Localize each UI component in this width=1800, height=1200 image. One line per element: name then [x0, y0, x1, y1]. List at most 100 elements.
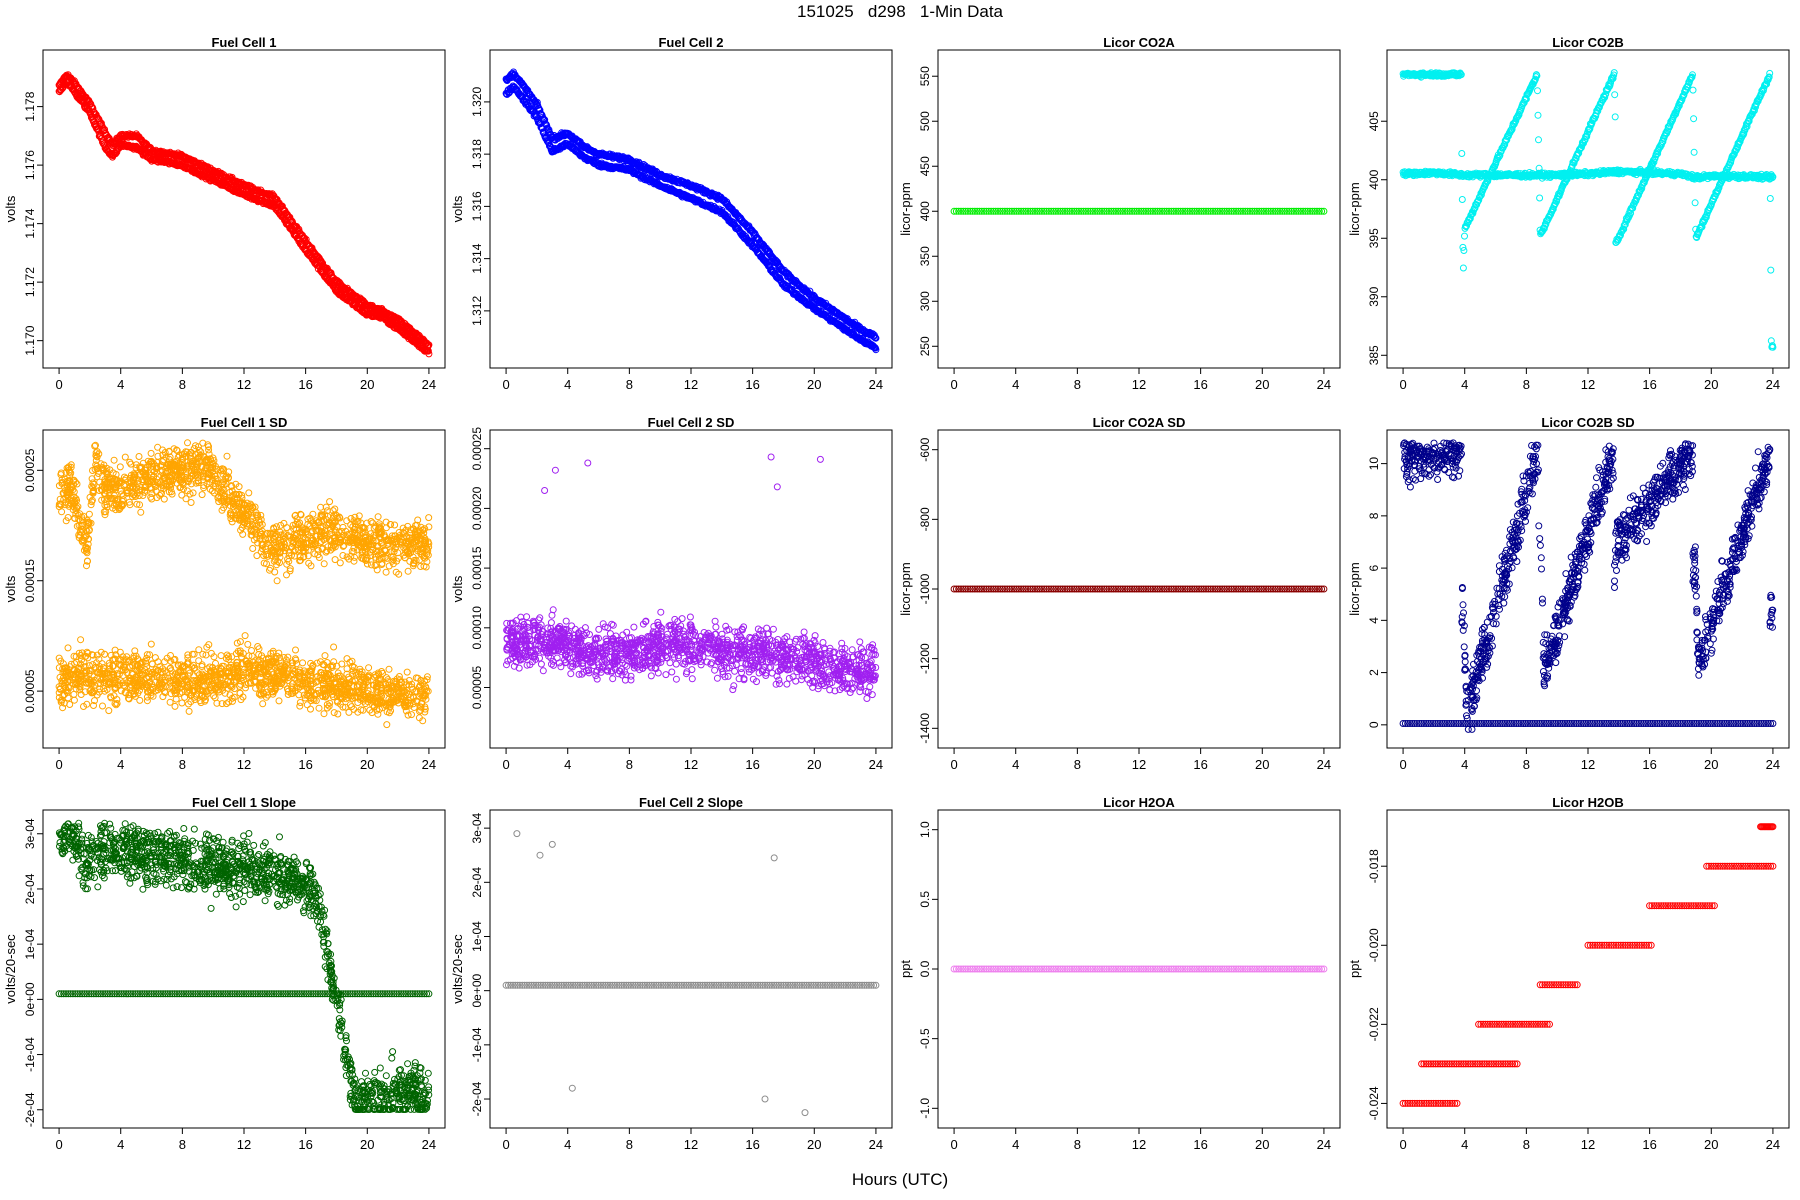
y-tick-label: 400 [918, 201, 932, 221]
y-tick-label: 1.318 [470, 139, 484, 169]
x-tick-label: 24 [1766, 377, 1780, 392]
y-tick-label: 1.178 [23, 91, 37, 121]
data-points [1399, 69, 1777, 351]
y-axis-label: volts [450, 195, 465, 222]
x-tick-label: 4 [1012, 377, 1019, 392]
x-tick-label: 8 [1074, 377, 1081, 392]
y-tick-label: 300 [918, 291, 932, 311]
chart-panel-4: Licor CO2B licor-ppm 0 4 8 12 16 20 24 385 390 395 4… [1347, 35, 1790, 392]
data-point [112, 150, 120, 158]
x-tick-label: 8 [179, 377, 186, 392]
y-tick-label: 350 [918, 246, 932, 266]
y-axis-label: volts [3, 575, 18, 602]
data-point [1461, 232, 1468, 240]
x-tick-label: 0 [502, 377, 509, 392]
x-tick-label: 12 [684, 377, 698, 392]
x-tick-label: 12 [237, 377, 251, 392]
y-tick-label: 1.170 [23, 325, 37, 355]
data-point [1767, 266, 1775, 274]
data-point [95, 128, 103, 136]
y-axis-label: volts [3, 195, 18, 222]
x-tick-label: 0 [950, 377, 957, 392]
chart-title: Licor CO2B [1552, 35, 1624, 50]
y-tick-label: 385 [1367, 345, 1381, 365]
data-point [1535, 136, 1542, 144]
y-tick-label: 1.172 [23, 267, 37, 297]
data-point [1690, 148, 1698, 156]
x-tick-label: 8 [626, 377, 633, 392]
data-point [64, 644, 72, 652]
y-tick-label: 500 [918, 111, 932, 131]
x-tick-label: 8 [1523, 377, 1530, 392]
x-tick-label: 24 [422, 757, 436, 772]
x-tick-label: 20 [1704, 377, 1718, 392]
x-tick-label: 4 [564, 377, 571, 392]
y-tick-label: 400 [1367, 169, 1381, 189]
y-tick-label: 450 [918, 156, 932, 176]
x-tick-label: 24 [422, 377, 436, 392]
data-point [1766, 69, 1774, 77]
data-point [259, 700, 267, 708]
y-tick-label: 405 [1367, 111, 1381, 131]
x-tick-label: 20 [1255, 377, 1269, 392]
x-tick-label: 16 [1642, 377, 1656, 392]
x-tick-label: 8 [179, 757, 186, 772]
x-tick-label: 20 [360, 757, 374, 772]
plot-frame [1386, 49, 1790, 369]
x-tick-label: 12 [1132, 377, 1146, 392]
data-points [502, 68, 880, 354]
data-point [1689, 86, 1697, 94]
x-tick-label: 4 [1461, 377, 1468, 392]
x-tick-label: 0 [1399, 377, 1406, 392]
data-point [321, 652, 329, 660]
data-point [330, 643, 338, 651]
x-tick-label: 16 [298, 377, 312, 392]
x-tick-label: 12 [1581, 377, 1595, 392]
y-tick-label: 550 [918, 66, 932, 86]
y-tick-label: 1.320 [470, 87, 484, 117]
x-tick-label: 24 [869, 377, 883, 392]
y-tick-label: 395 [1367, 228, 1381, 248]
data-point [1691, 199, 1699, 207]
y-tick-label: 390 [1367, 286, 1381, 306]
data-point [1690, 115, 1698, 123]
y-tick-label: 0.00015 [23, 559, 37, 603]
data-point [1611, 91, 1619, 99]
x-tick-label: 20 [360, 377, 374, 392]
x-tick-label: 16 [298, 757, 312, 772]
data-point [1458, 196, 1466, 203]
chart-title: Licor CO2A [1103, 35, 1175, 50]
x-tick-label: 20 [807, 377, 821, 392]
data-point [80, 99, 88, 107]
y-tick-label: 1.312 [470, 296, 484, 326]
x-tick-label: 12 [237, 757, 251, 772]
x-tick-label: 16 [745, 377, 759, 392]
data-point [210, 692, 218, 700]
data-point [77, 636, 85, 644]
data-point [1536, 194, 1544, 202]
data-point [212, 659, 219, 667]
x-tick-label: 16 [1193, 377, 1207, 392]
x-tick-label: 0 [55, 757, 62, 772]
y-tick-label: 1.314 [470, 243, 484, 273]
chart-panel-2: Fuel Cell 2 volts 0 4 8 12 16 20 24 1.312 1.314 1.3… [450, 35, 893, 392]
data-points [55, 71, 433, 358]
y-tick-label: 1.174 [23, 208, 37, 238]
data-point [1534, 111, 1542, 119]
y-tick-label: 0.00005 [23, 669, 37, 713]
data-point [1611, 113, 1619, 121]
data-point [1534, 87, 1541, 95]
chart-title: Fuel Cell 1 [211, 35, 276, 50]
x-tick-label: 24 [1317, 377, 1331, 392]
y-tick-label: 1.316 [470, 191, 484, 221]
y-tick-label: 0.00025 [23, 448, 37, 492]
y-axis-label: licor-ppm [1347, 182, 1362, 235]
y-axis-label: licor-ppm [898, 182, 913, 235]
chart-title: Fuel Cell 1 SD [201, 415, 288, 430]
chart-title: Fuel Cell 2 [658, 35, 723, 50]
y-tick-label: 1.176 [23, 150, 37, 180]
x-tick-label: 0 [55, 377, 62, 392]
